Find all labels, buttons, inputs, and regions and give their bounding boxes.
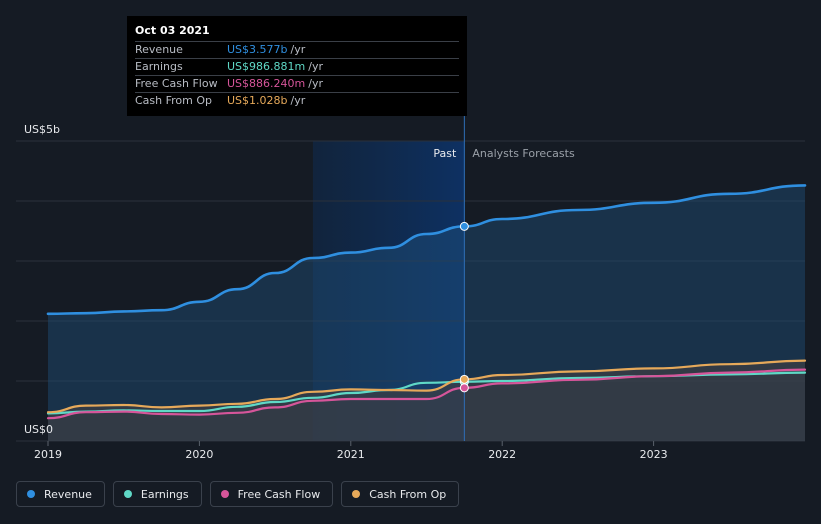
tooltip-label: Free Cash Flow <box>135 77 218 90</box>
legend-label: Earnings <box>140 487 189 501</box>
past-label: Past <box>433 147 457 160</box>
tooltip-unit: /yr <box>308 60 323 73</box>
tooltip-label: Cash From Op <box>135 94 213 107</box>
tooltip-row-earnings: Earnings US$986.881m /yr <box>135 59 459 76</box>
tooltip-value: US$3.577b <box>227 43 288 56</box>
legend-dot-icon <box>123 490 132 498</box>
forecast-label: Analysts Forecasts <box>472 147 575 160</box>
free-cash-flow-marker <box>459 383 469 393</box>
revenue-marker <box>459 221 469 231</box>
tooltip-value: US$986.881m <box>227 60 306 73</box>
tooltip-label: Revenue <box>135 43 183 56</box>
tooltip-unit: /yr <box>308 77 323 90</box>
legend-item-revenue[interactable]: Revenue <box>16 481 105 507</box>
y-axis-max-label: US$5b <box>24 123 60 136</box>
legend-label: Cash From Op <box>369 487 447 501</box>
x-tick-label: 2020 <box>185 448 213 461</box>
legend: Revenue Earnings Free Cash Flow Cash Fro… <box>16 481 460 507</box>
legend-item-cash-from-op[interactable]: Cash From Op <box>341 481 460 507</box>
tooltip: Oct 03 2021 Revenue US$3.577b /yr Earnin… <box>127 16 467 116</box>
x-tick-label: 2019 <box>34 448 62 461</box>
tooltip-row-free-cash-flow: Free Cash Flow US$886.240m /yr <box>135 76 459 93</box>
free-cash-flow-line <box>46 368 807 420</box>
y-axis-zero-label: US$0 <box>24 423 53 436</box>
legend-dot-icon <box>27 490 35 498</box>
tooltip-label: Earnings <box>135 60 183 73</box>
cash-from-op-marker <box>459 374 469 384</box>
legend-dot-icon <box>352 490 361 498</box>
x-tick-label: 2021 <box>337 448 365 461</box>
x-tick-label: 2022 <box>488 448 516 461</box>
x-tick-label: 2023 <box>640 448 668 461</box>
legend-label: Free Cash Flow <box>237 487 321 501</box>
tooltip-row-revenue: Revenue US$3.577b /yr <box>135 42 459 59</box>
legend-item-earnings[interactable]: Earnings <box>112 481 202 507</box>
tooltip-row-cash-from-op: Cash From Op US$1.028b /yr <box>135 93 459 109</box>
tooltip-value: US$886.240m <box>227 77 306 90</box>
revenue-line <box>46 184 807 316</box>
legend-item-free-cash-flow[interactable]: Free Cash Flow <box>209 481 334 507</box>
tooltip-value: US$1.028b <box>227 94 288 107</box>
tooltip-date: Oct 03 2021 <box>135 24 459 42</box>
cash-from-op-line <box>46 359 807 414</box>
lower-area <box>48 360 805 441</box>
legend-label: Revenue <box>44 487 92 501</box>
tooltip-unit: /yr <box>290 94 306 107</box>
legend-dot-icon <box>220 490 229 498</box>
tooltip-unit: /yr <box>290 43 306 56</box>
